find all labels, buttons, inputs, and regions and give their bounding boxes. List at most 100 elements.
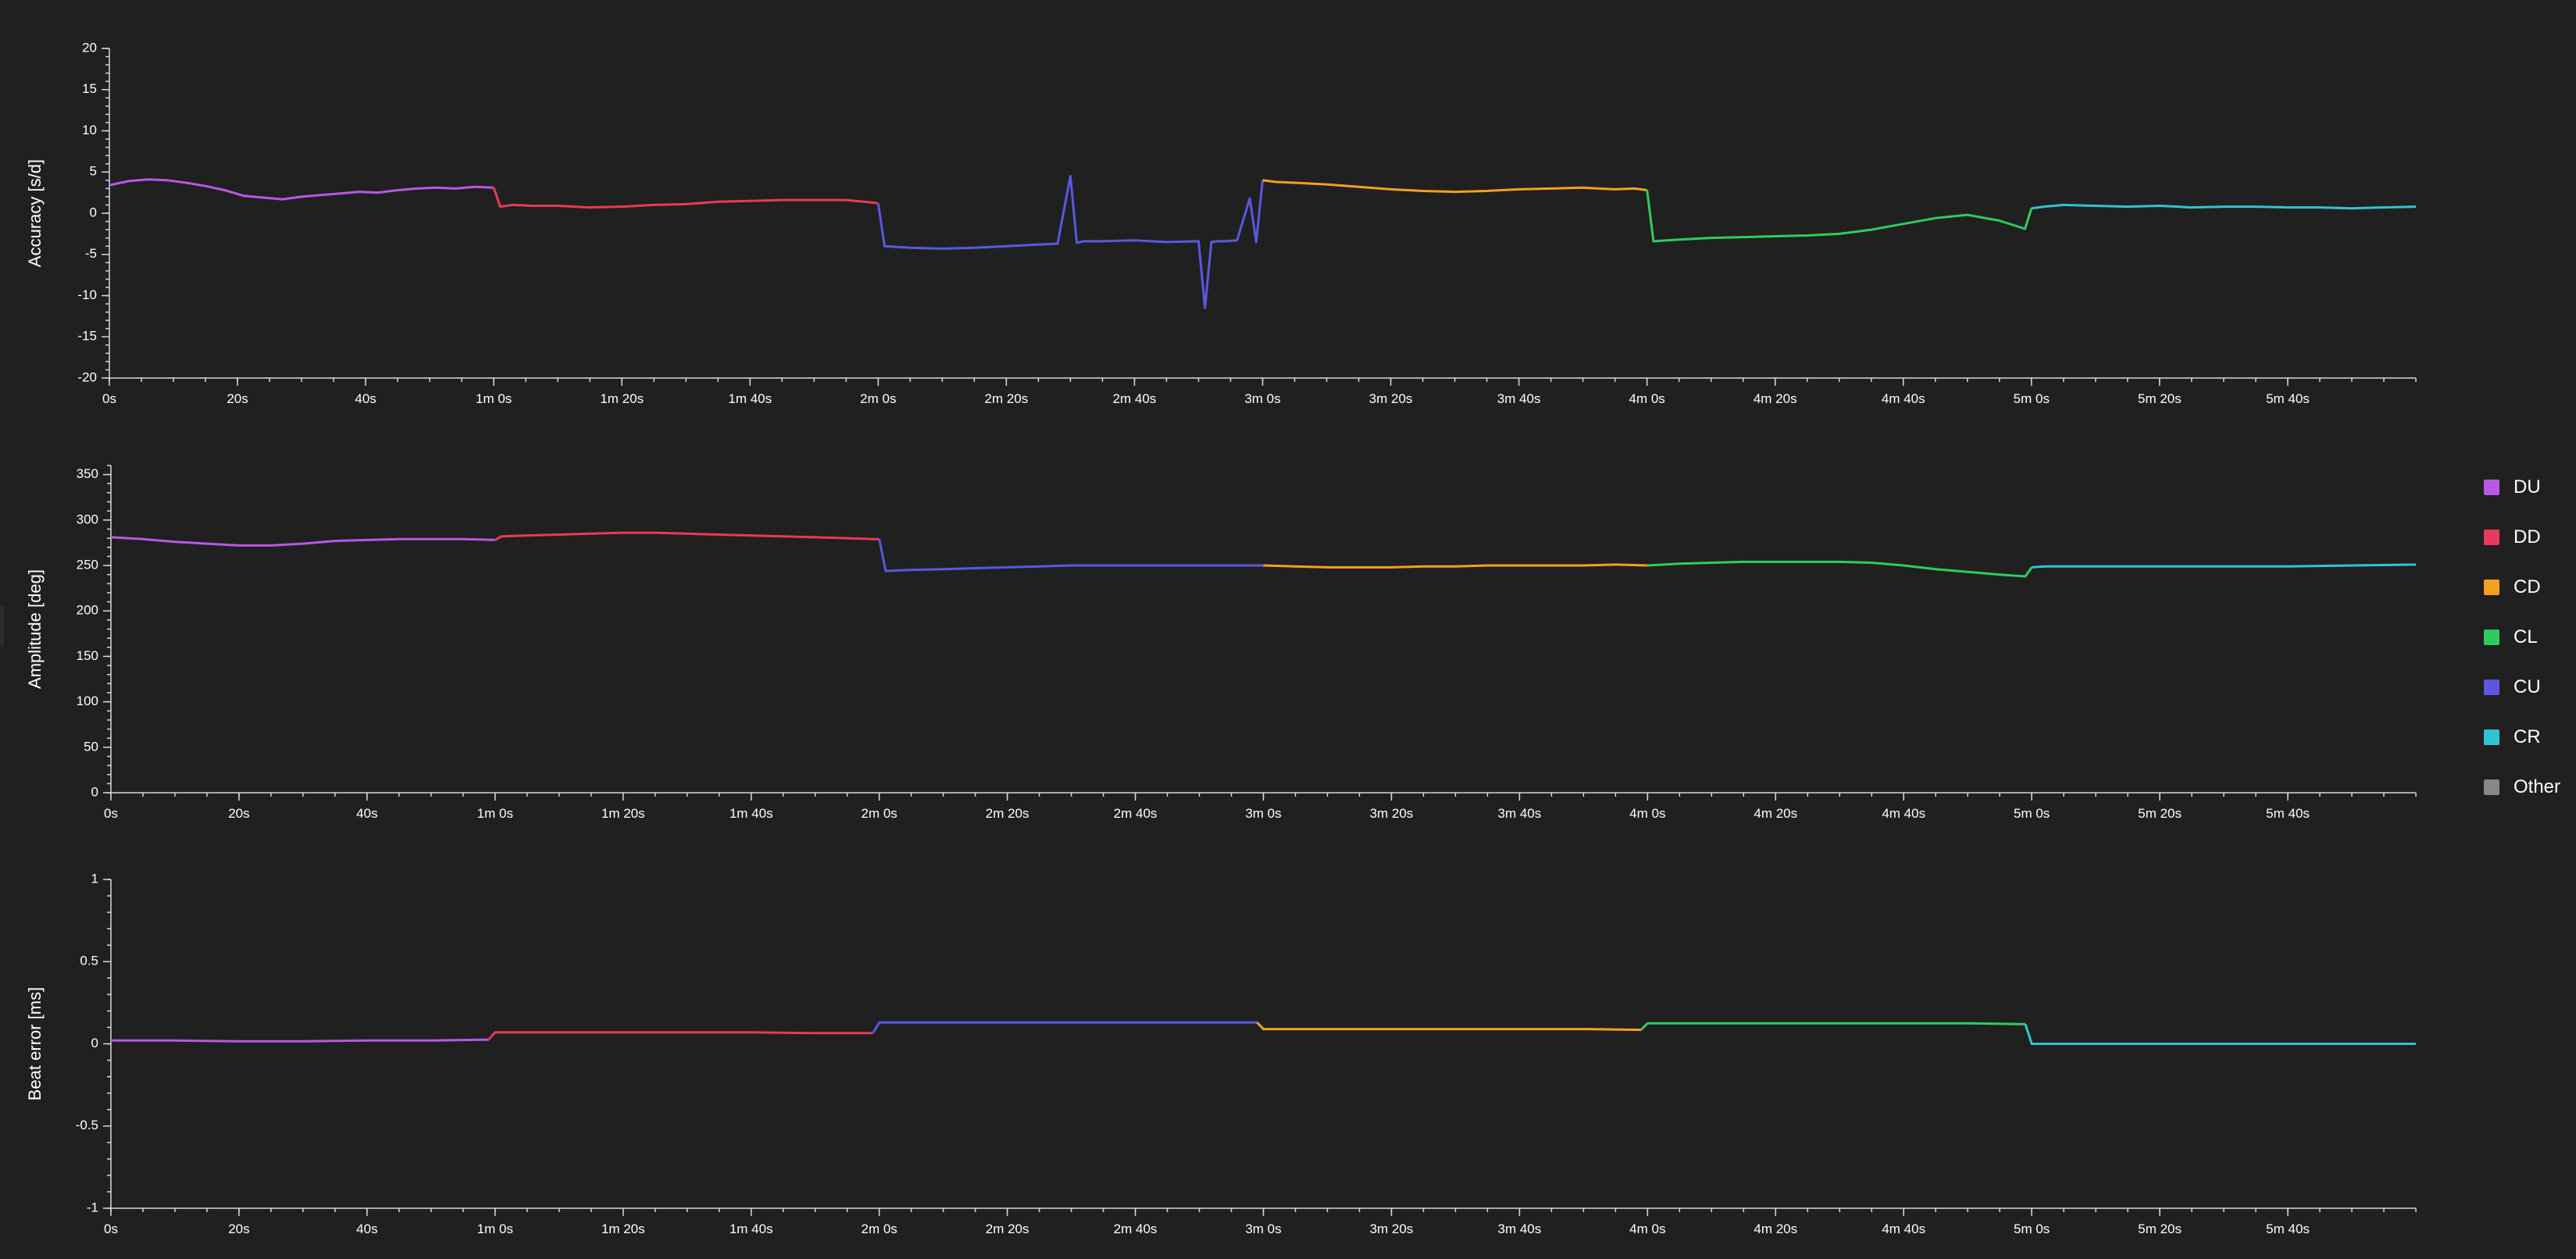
amplitude-series-du-line xyxy=(110,536,495,547)
accuracy-x-tick-label: 3m 20s xyxy=(1369,391,1413,406)
amplitude-y-tick-label: 0 xyxy=(91,784,98,799)
accuracy-x-tick-label: 5m 0s xyxy=(2014,391,2050,406)
amplitude-y-tick-label: 300 xyxy=(77,512,98,526)
legend-item-cu[interactable]: CU xyxy=(2484,662,2560,712)
legend-label: Other xyxy=(2514,776,2561,797)
accuracy-x-tick-label: 20s xyxy=(227,391,248,406)
amplitude-series-cd-line xyxy=(1263,563,1648,569)
legend-swatch xyxy=(2484,679,2499,695)
legend-swatch xyxy=(2484,580,2499,595)
accuracy-y-tick-label: 0 xyxy=(90,205,97,219)
accuracy-x-tick-label: 3m 40s xyxy=(1497,391,1541,406)
amplitude-x-tick-label: 5m 20s xyxy=(2138,806,2182,821)
amplitude-x-tick-label: 1m 0s xyxy=(477,806,513,821)
legend-label: DD xyxy=(2514,526,2541,547)
accuracy-series-cd-line xyxy=(1262,179,1647,194)
beat-error-x-tick-label: 3m 0s xyxy=(1245,1222,1281,1236)
accuracy-y-tick-label: 15 xyxy=(82,81,97,96)
accuracy-y-tick-label: 20 xyxy=(82,40,97,55)
beat-error-y-tick-label: 0.5 xyxy=(80,954,98,968)
beat-error-x-tick-label: 1m 20s xyxy=(601,1222,645,1236)
legend-item-cr[interactable]: CR xyxy=(2484,712,2560,762)
accuracy-x-tick-label: 1m 20s xyxy=(600,391,644,406)
amplitude-y-axis-title: Amplitude [deg] xyxy=(25,569,45,689)
beat-error-y-tick-label: 0 xyxy=(91,1036,98,1050)
legend-label: DU xyxy=(2514,476,2541,498)
beat-error-x-tick-label: 2m 40s xyxy=(1114,1222,1158,1236)
accuracy-y-tick-label: -20 xyxy=(77,369,97,384)
amplitude-series-cu-line xyxy=(878,539,1264,572)
accuracy-x-tick-label: 5m 20s xyxy=(2138,391,2182,406)
amplitude-x-tick-label: 4m 40s xyxy=(1882,806,1925,821)
amplitude-y-tick-label: 150 xyxy=(77,648,98,663)
amplitude-x-tick-label: 2m 0s xyxy=(862,806,897,821)
legend-swatch xyxy=(2484,480,2499,495)
accuracy-x-tick-label: 3m 0s xyxy=(1244,391,1280,406)
beat-error-series-dd-line xyxy=(487,1031,873,1041)
legend-item-other[interactable]: Other xyxy=(2484,762,2560,812)
amplitude-series-dd-line xyxy=(494,531,879,541)
amplitude-x-tick-label: 3m 0s xyxy=(1245,806,1281,821)
beat-error-x-tick-label: 5m 40s xyxy=(2266,1222,2310,1236)
amplitude-x-tick-label: 20s xyxy=(228,806,249,821)
side-panel-handle[interactable] xyxy=(0,606,4,647)
accuracy-y-axis-title: Accuracy [s/d] xyxy=(25,159,45,267)
amplitude-x-tick-label: 3m 40s xyxy=(1498,806,1542,821)
amplitude-x-tick-label: 40s xyxy=(356,806,377,821)
accuracy-series-dd-line xyxy=(492,187,879,209)
beat-error-series-cu-line xyxy=(872,1021,1258,1034)
accuracy-x-tick-label: 1m 0s xyxy=(476,391,512,406)
accuracy-series-du-line xyxy=(109,178,494,201)
accuracy-x-tick-label: 5m 40s xyxy=(2266,391,2310,406)
beat-error-y-tick-label: -0.5 xyxy=(76,1118,98,1132)
beat-error-x-tick-label: 2m 20s xyxy=(986,1222,1029,1236)
beat-error-y-axis-title: Beat error [ms] xyxy=(25,987,45,1100)
series-legend: DU DD CD CL CU CR Other xyxy=(2484,462,2560,812)
legend-swatch xyxy=(2484,729,2499,745)
beat-error-series-cr-line xyxy=(2024,1023,2416,1045)
amplitude-chart: 0 50 100 150 200 250 300 350 0s 20s 40s 1m 0s 1m 20s… xyxy=(25,465,2417,821)
beat-error-x-tick-label: 1m 40s xyxy=(730,1222,773,1236)
accuracy-x-tick-label: 4m 0s xyxy=(1629,391,1665,406)
amplitude-x-tick-label: 5m 40s xyxy=(2266,806,2310,821)
beat-error-x-tick-label: 5m 20s xyxy=(2138,1222,2182,1236)
legend-label: CL xyxy=(2514,626,2538,647)
beat-error-x-tick-label: 20s xyxy=(228,1222,249,1236)
legend-swatch xyxy=(2484,779,2499,795)
accuracy-y-tick-label: -10 xyxy=(77,287,97,302)
amplitude-y-tick-label: 250 xyxy=(77,558,98,572)
amplitude-x-tick-label: 1m 20s xyxy=(601,806,645,821)
amplitude-x-tick-label: 2m 20s xyxy=(986,806,1029,821)
amplitude-y-tick-label: 50 xyxy=(84,739,98,754)
legend-item-cd[interactable]: CD xyxy=(2484,562,2560,612)
amplitude-x-tick-label: 4m 20s xyxy=(1754,806,1797,821)
legend-item-dd[interactable]: DD xyxy=(2484,512,2560,562)
accuracy-x-tick-label: 2m 20s xyxy=(985,391,1029,406)
amplitude-x-tick-label: 4m 0s xyxy=(1629,806,1665,821)
amplitude-y-tick-label: 200 xyxy=(77,603,98,618)
beat-error-x-tick-label: 1m 0s xyxy=(477,1222,513,1236)
amplitude-x-tick-label: 1m 40s xyxy=(730,806,773,821)
accuracy-series-cl-line xyxy=(1646,190,2033,243)
amplitude-y-tick-label: 350 xyxy=(77,466,98,481)
beat-error-x-tick-label: 3m 20s xyxy=(1370,1222,1414,1236)
legend-swatch xyxy=(2484,630,2499,645)
accuracy-x-tick-label: 0s xyxy=(102,391,116,406)
amplitude-x-tick-label: 3m 20s xyxy=(1370,806,1414,821)
accuracy-y-tick-label: 5 xyxy=(90,164,97,179)
legend-swatch xyxy=(2484,530,2499,545)
accuracy-x-tick-label: 1m 40s xyxy=(728,391,772,406)
legend-item-du[interactable]: DU xyxy=(2484,462,2560,512)
legend-item-cl[interactable]: CL xyxy=(2484,612,2560,662)
accuracy-x-tick-label: 4m 40s xyxy=(1882,391,1925,406)
beat-error-x-tick-label: 0s xyxy=(104,1222,118,1236)
amplitude-series-cr-line xyxy=(2032,563,2417,569)
accuracy-series-cu-line xyxy=(876,175,1264,309)
amplitude-series-cl-line xyxy=(1647,560,2033,578)
beat-error-series-du-line xyxy=(111,1038,489,1043)
beat-error-x-tick-label: 4m 40s xyxy=(1882,1222,1925,1236)
accuracy-x-tick-label: 2m 40s xyxy=(1113,391,1157,406)
beat-error-series-cd-line xyxy=(1256,1022,1642,1032)
amplitude-x-tick-label: 5m 0s xyxy=(2014,806,2050,821)
